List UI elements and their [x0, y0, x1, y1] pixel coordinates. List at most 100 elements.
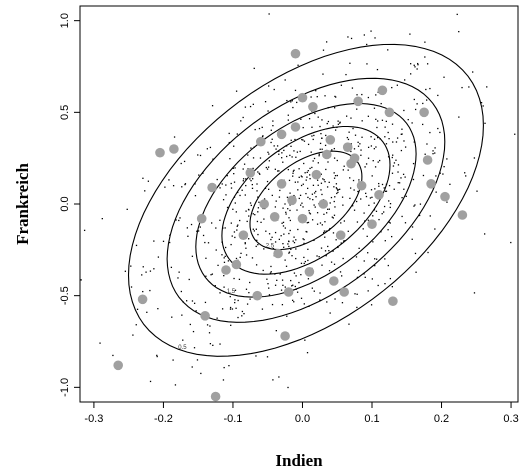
background-point [294, 89, 297, 92]
background-point [318, 155, 320, 157]
highlighted-point [374, 190, 384, 200]
background-point [175, 219, 177, 221]
highlighted-point [311, 169, 322, 180]
background-point [324, 181, 326, 183]
background-point [327, 161, 329, 163]
background-point [371, 175, 373, 177]
background-point [270, 141, 272, 144]
highlighted-point [280, 331, 290, 341]
highlighted-point [353, 96, 363, 107]
background-point [321, 137, 323, 139]
background-point [266, 356, 269, 358]
background-point [257, 207, 260, 209]
background-point [381, 213, 383, 215]
background-point [339, 271, 342, 273]
background-point [181, 186, 183, 188]
background-point [391, 235, 393, 238]
background-point [258, 172, 260, 174]
background-point [364, 276, 366, 278]
background-point [289, 154, 291, 157]
background-point [300, 297, 303, 299]
background-point [333, 263, 336, 265]
background-point [286, 155, 288, 158]
background-point [306, 176, 308, 178]
highlighted-point [356, 180, 367, 191]
background-point [250, 147, 252, 149]
background-point [156, 354, 158, 357]
highlighted-point [377, 85, 388, 96]
background-point [223, 275, 225, 277]
background-point [351, 205, 354, 207]
background-point [305, 192, 307, 195]
background-point [361, 136, 363, 138]
background-point [142, 266, 144, 268]
background-point [323, 179, 325, 181]
background-point [149, 380, 152, 383]
background-point [274, 206, 277, 208]
background-point [429, 131, 431, 134]
background-point [413, 64, 415, 66]
background-point [286, 315, 288, 317]
background-point [482, 105, 484, 107]
background-point [251, 187, 254, 189]
background-point [245, 178, 247, 180]
background-point [324, 221, 326, 223]
background-point [334, 175, 337, 177]
background-point [397, 182, 399, 184]
background-point [439, 172, 441, 174]
background-point [257, 171, 259, 173]
background-point [358, 247, 360, 249]
background-point [239, 194, 241, 197]
background-point [192, 330, 195, 333]
background-point [257, 196, 259, 198]
background-point [313, 157, 316, 160]
background-point [387, 49, 389, 51]
background-point [325, 255, 327, 257]
background-point [146, 311, 148, 313]
background-point [169, 241, 171, 244]
background-point [291, 285, 293, 287]
background-point [275, 148, 277, 150]
highlighted-point [169, 144, 179, 154]
background-point [302, 139, 304, 141]
background-point [432, 153, 434, 155]
background-point [145, 271, 147, 273]
background-point [401, 196, 403, 199]
background-point [321, 148, 323, 150]
background-point [373, 107, 376, 109]
background-point [233, 277, 235, 280]
background-point [325, 168, 327, 171]
background-point [233, 173, 235, 175]
background-point [328, 270, 331, 272]
background-point [202, 234, 205, 237]
background-point [179, 217, 181, 219]
background-point [292, 172, 294, 174]
background-point [273, 88, 275, 91]
x-tick-label: -0.2 [154, 413, 173, 425]
x-tick-label: 0.2 [434, 413, 449, 425]
background-point [288, 179, 291, 182]
axes-layer: -0.3 -0.2 -0.1 0.0 0.1 0.2 0.3 -1.0 -0.5 0.0 0.5 1.… [59, 5, 519, 425]
background-point [212, 158, 214, 160]
background-point [228, 132, 230, 135]
background-point [287, 243, 289, 245]
background-point [424, 41, 426, 43]
background-point [156, 355, 158, 358]
background-point [270, 129, 272, 131]
background-point [347, 169, 349, 171]
background-point [196, 359, 199, 361]
background-point [289, 229, 291, 232]
background-point [126, 208, 128, 210]
background-point [130, 265, 132, 267]
background-point [308, 118, 311, 120]
background-point [300, 175, 302, 177]
background-point [311, 135, 313, 137]
background-point [356, 221, 359, 223]
background-point [422, 174, 425, 177]
background-point [282, 284, 284, 286]
background-point [184, 183, 186, 186]
background-point [230, 222, 232, 224]
background-point [363, 212, 365, 214]
highlighted-point [388, 296, 398, 307]
background-point [334, 298, 336, 300]
